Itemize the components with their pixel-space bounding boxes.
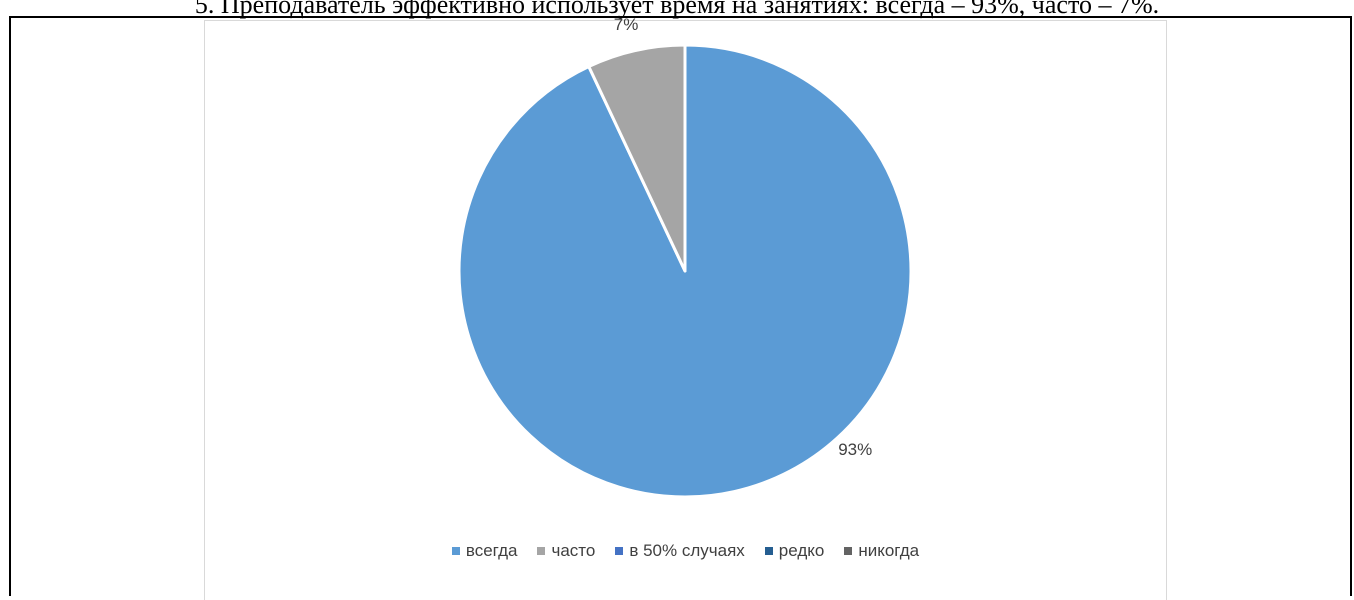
data-label-1: 7% — [613, 14, 639, 34]
pie-chart — [457, 43, 913, 499]
legend-item-2: в 50% случаях — [615, 541, 745, 561]
legend-swatch-4 — [844, 547, 853, 555]
legend-label-2: в 50% случаях — [629, 541, 745, 560]
legend-swatch-3 — [764, 547, 773, 555]
legend-label-0: всегда — [465, 541, 518, 560]
legend-swatch-0 — [451, 547, 460, 555]
legend-item-3: редко — [764, 541, 825, 561]
legend-swatch-1 — [537, 547, 546, 555]
legend-label-4: никогда — [858, 541, 920, 560]
legend-swatch-2 — [615, 547, 624, 555]
pie-slice-1 — [587, 43, 687, 273]
chart-legend: всегда часто в 50% случаях редко никогда — [205, 541, 1166, 561]
legend-item-4: никогда — [844, 541, 919, 561]
figure-frame — [9, 16, 1352, 596]
legend-item-1: часто — [537, 541, 595, 561]
legend-item-0: всегда — [451, 541, 518, 561]
document-heading: 5. Преподаватель эффективно использует в… — [194, 0, 1160, 19]
data-label-0: 93% — [838, 440, 873, 460]
chart-area: всегда часто в 50% случаях редко никогда 93%… — [204, 15, 1167, 600]
legend-label-3: редко — [778, 541, 825, 560]
legend-label-1: часто — [551, 541, 596, 560]
